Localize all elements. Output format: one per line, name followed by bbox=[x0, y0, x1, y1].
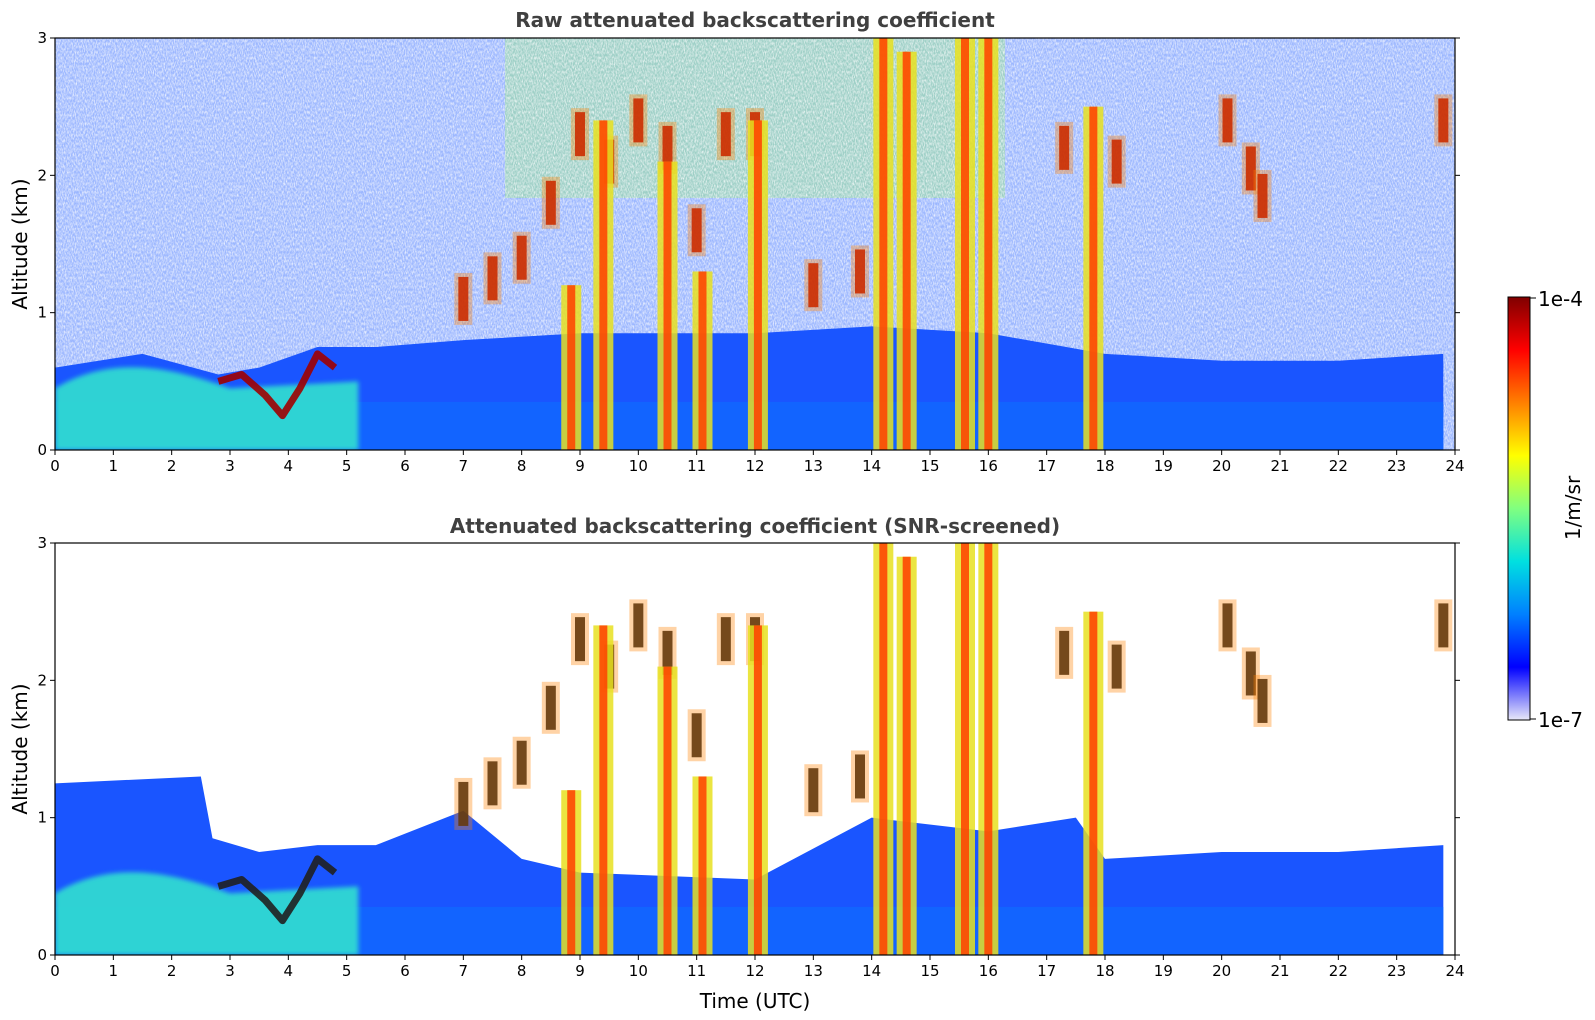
x-tick-label: 8 bbox=[517, 457, 527, 475]
x-axis: 0 1 2 3 4 5 6 7 8 9 10 11 12 13 14 15 16 17 18 19 20 21 22 23 24 bbox=[50, 450, 1465, 475]
panel-title: Attenuated backscattering coefficient (S… bbox=[450, 514, 1060, 538]
x-tick-label: 3 bbox=[225, 962, 235, 980]
x-tick-label: 18 bbox=[1095, 457, 1114, 475]
y-tick-label: 0 bbox=[37, 946, 47, 964]
x-tick-label: 4 bbox=[284, 962, 294, 980]
x-tick-label: 22 bbox=[1329, 962, 1348, 980]
x-tick-label: 7 bbox=[459, 457, 469, 475]
y-tick-label: 1 bbox=[37, 304, 47, 322]
x-tick-label: 12 bbox=[745, 962, 764, 980]
x-tick-label: 22 bbox=[1329, 457, 1348, 475]
y-tick-label: 1 bbox=[37, 809, 47, 827]
y-tick-label: 2 bbox=[37, 671, 47, 689]
x-tick-label: 5 bbox=[342, 962, 352, 980]
raw-backscatter-panel: Raw attenuated backscattering coefficien… bbox=[8, 8, 1465, 475]
x-tick-label: 13 bbox=[804, 457, 823, 475]
x-tick-label: 14 bbox=[862, 962, 881, 980]
heatmap-area bbox=[55, 543, 1455, 955]
x-tick-label: 15 bbox=[920, 962, 939, 980]
colorbar-unit-label: 1/m/sr bbox=[1561, 475, 1585, 540]
x-tick-label: 3 bbox=[225, 457, 235, 475]
x-tick-label: 8 bbox=[517, 962, 527, 980]
x-tick-label: 1 bbox=[109, 457, 119, 475]
x-tick-label: 19 bbox=[1154, 457, 1173, 475]
x-tick-label: 18 bbox=[1095, 962, 1114, 980]
y-axis: 0 1 2 3 bbox=[37, 534, 1460, 964]
snr-screened-panel: Attenuated backscattering coefficient (S… bbox=[8, 514, 1465, 1013]
x-tick-label: 10 bbox=[629, 457, 648, 475]
x-tick-label: 6 bbox=[400, 962, 410, 980]
y-axis-label: Altitude (km) bbox=[8, 178, 32, 309]
y-tick-label: 0 bbox=[37, 441, 47, 459]
x-tick-label: 1 bbox=[109, 962, 119, 980]
x-tick-label: 0 bbox=[50, 457, 60, 475]
x-tick-label: 2 bbox=[167, 962, 177, 980]
x-tick-label: 0 bbox=[50, 962, 60, 980]
x-tick-label: 11 bbox=[687, 962, 706, 980]
x-tick-label: 23 bbox=[1387, 457, 1406, 475]
x-tick-label: 16 bbox=[979, 962, 998, 980]
x-tick-label: 15 bbox=[920, 457, 939, 475]
y-tick-label: 2 bbox=[37, 166, 47, 184]
x-tick-label: 5 bbox=[342, 457, 352, 475]
x-tick-label: 2 bbox=[167, 457, 177, 475]
x-tick-label: 12 bbox=[745, 457, 764, 475]
y-axis-label: Altitude (km) bbox=[8, 683, 32, 814]
y-axis: 0 1 2 3 bbox=[37, 29, 1460, 459]
x-tick-label: 13 bbox=[804, 962, 823, 980]
panel-title: Raw attenuated backscattering coefficien… bbox=[515, 8, 995, 32]
x-tick-label: 14 bbox=[862, 457, 881, 475]
x-tick-label: 21 bbox=[1270, 962, 1289, 980]
x-tick-label: 9 bbox=[575, 457, 585, 475]
x-tick-label: 10 bbox=[629, 962, 648, 980]
x-tick-label: 24 bbox=[1445, 457, 1464, 475]
x-tick-label: 9 bbox=[575, 962, 585, 980]
x-tick-label: 4 bbox=[284, 457, 294, 475]
heatmap-area bbox=[55, 38, 1455, 450]
x-tick-label: 19 bbox=[1154, 962, 1173, 980]
x-axis-label: Time (UTC) bbox=[699, 989, 811, 1013]
y-tick-label: 3 bbox=[37, 534, 47, 552]
x-tick-label: 17 bbox=[1037, 457, 1056, 475]
x-tick-label: 11 bbox=[687, 457, 706, 475]
colorbar-max-label: 1e-4 bbox=[1538, 287, 1583, 311]
x-tick-label: 23 bbox=[1387, 962, 1406, 980]
x-tick-label: 20 bbox=[1212, 962, 1231, 980]
x-axis: 0 1 2 3 4 5 6 7 8 9 10 11 12 13 14 15 16 17 18 19 20 21 22 23 24 bbox=[50, 955, 1465, 980]
colorbar: 1e-4 1e-7 1/m/sr bbox=[1507, 287, 1585, 732]
y-tick-label: 3 bbox=[37, 29, 47, 47]
x-tick-label: 16 bbox=[979, 457, 998, 475]
x-tick-label: 6 bbox=[400, 457, 410, 475]
x-tick-label: 7 bbox=[459, 962, 469, 980]
x-tick-label: 24 bbox=[1445, 962, 1464, 980]
colorbar-min-label: 1e-7 bbox=[1538, 708, 1583, 732]
x-tick-label: 20 bbox=[1212, 457, 1231, 475]
x-tick-label: 17 bbox=[1037, 962, 1056, 980]
x-tick-label: 21 bbox=[1270, 457, 1289, 475]
colorbar-bar bbox=[1507, 296, 1531, 721]
